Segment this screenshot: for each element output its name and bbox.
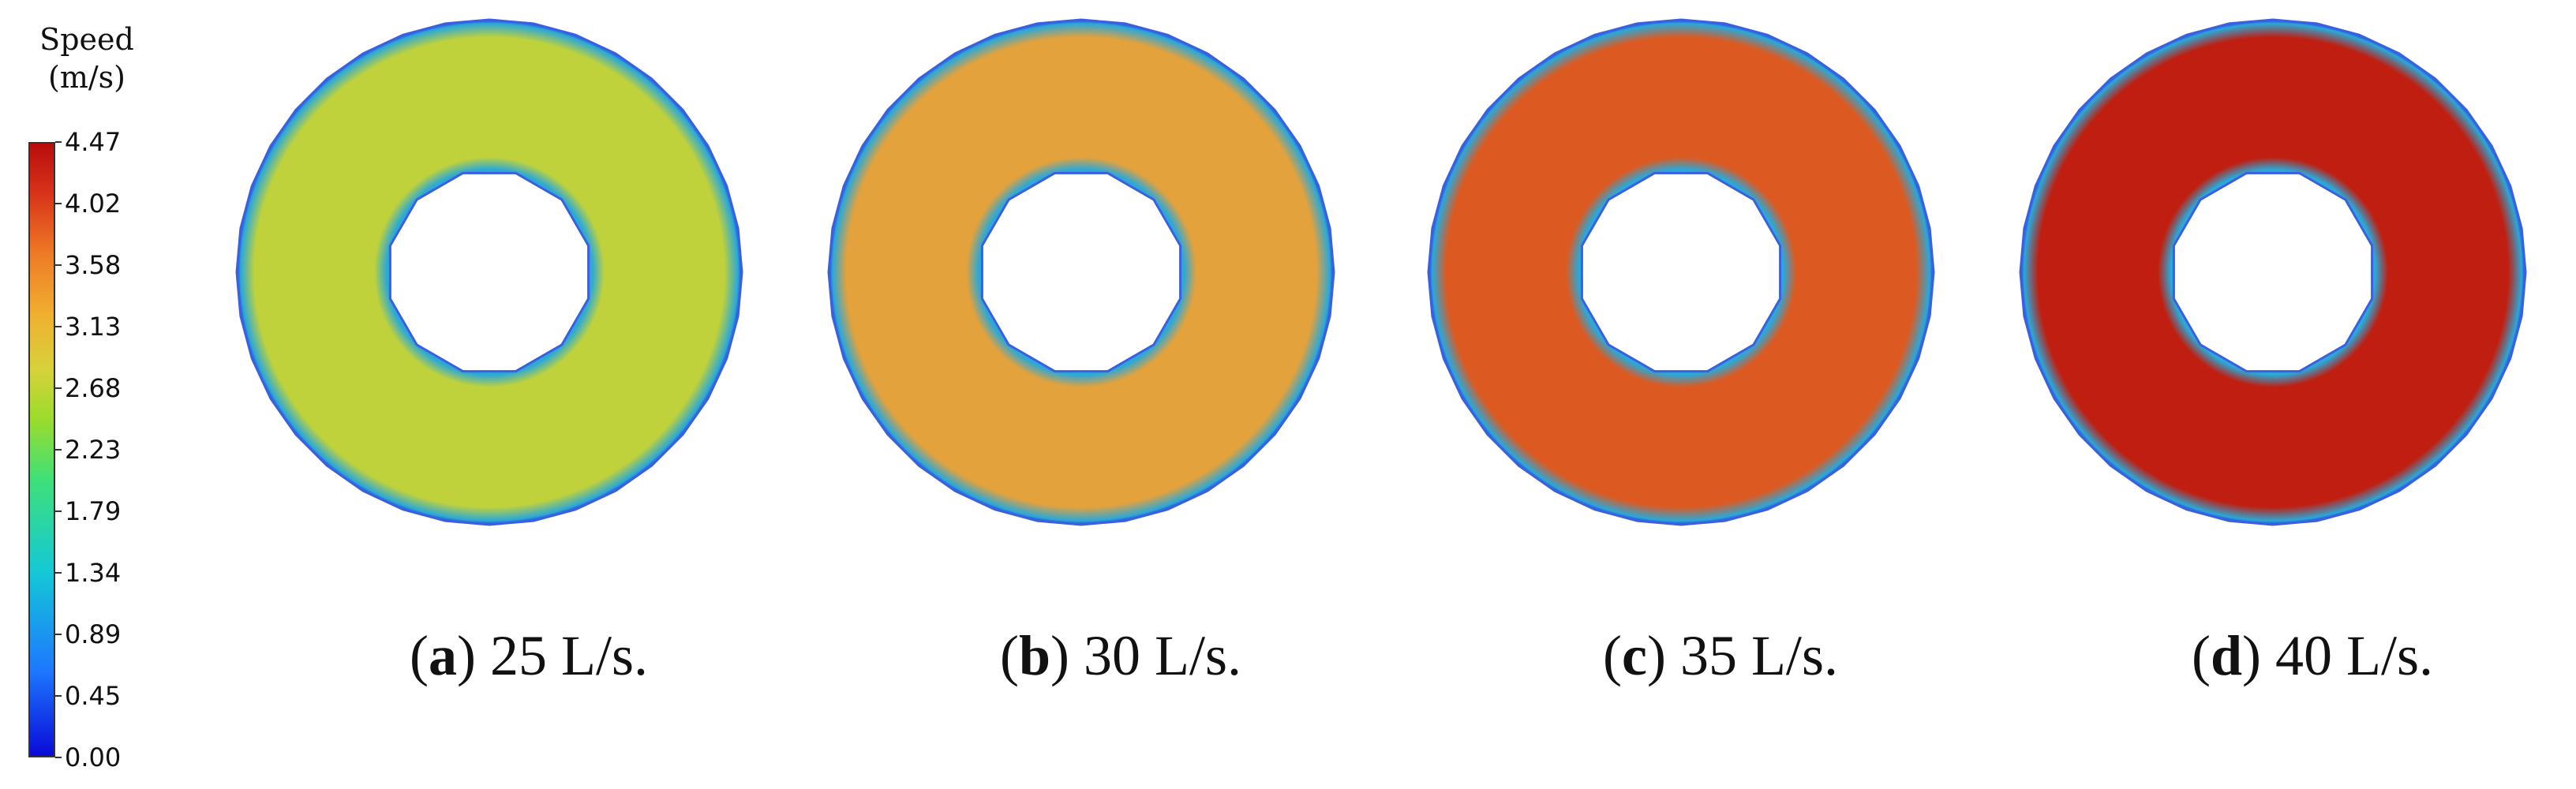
color-legend: Speed (m/s) 4.47 4.02 3.58 3.13 2.68 2.23 1.79… [0,0,205,789]
legend-tick-mark [55,510,62,512]
panel-a: (a) 25 L/s. [229,0,829,789]
legend-tick-label: 3.13 [65,312,122,342]
annulus-speed-field [1427,18,1935,526]
caption-letter: c [1622,624,1647,687]
legend-tick-label: 1.79 [65,496,122,526]
legend-tick-label: 0.89 [65,619,122,649]
legend-tick-mark [55,634,62,635]
caption-c: (c) 35 L/s. [1603,624,1838,687]
legend-tick-label: 0.45 [65,681,122,711]
legend-tick-label: 4.47 [65,127,122,157]
caption-text: 25 L/s. [489,624,648,687]
annulus-speed-field [235,18,743,526]
legend-tick-label: 1.34 [65,558,122,588]
legend-tick-mark [55,141,62,143]
legend-title-unit: (m/s) [48,60,125,95]
caption-text: 30 L/s. [1084,624,1242,687]
legend-tick-label: 3.58 [65,250,122,280]
legend-tick-mark [55,387,62,389]
legend-tick-mark [55,264,62,266]
legend-tick-label: 0.00 [65,742,122,772]
panel-c: (c) 35 L/s. [1421,0,2020,789]
legend-tick-label: 4.02 [65,189,122,219]
legend-title: Speed (m/s) [32,21,142,96]
colorbar [28,142,55,757]
caption-letter: d [2210,624,2243,687]
legend-tick-mark [55,757,62,758]
legend-title-quantity: Speed [39,22,134,57]
annulus-speed-field [2019,18,2527,526]
annulus-b-figure [827,18,1335,526]
caption-text: 35 L/s. [1679,624,1838,687]
caption-text: 40 L/s. [2275,624,2434,687]
legend-tick-mark [55,449,62,451]
panel-d: (d) 40 L/s. [2012,0,2576,789]
legend-tick-mark [55,203,62,204]
caption-b: (b) 30 L/s. [999,624,1242,687]
legend-tick-mark [55,695,62,697]
panel-b: (b) 30 L/s. [821,0,1421,789]
caption-d: (d) 40 L/s. [2191,624,2434,687]
legend-tick-label: 2.23 [65,435,122,465]
annulus-d-figure [2019,18,2527,526]
annulus-speed-field [827,18,1335,526]
legend-tick-label: 2.68 [65,373,122,403]
legend-tick-mark [55,326,62,327]
caption-letter: b [1018,624,1051,687]
annulus-a-figure [235,18,743,526]
caption-a: (a) 25 L/s. [410,624,648,687]
annulus-c-figure [1427,18,1935,526]
caption-letter: a [428,624,457,687]
legend-tick-mark [55,572,62,574]
